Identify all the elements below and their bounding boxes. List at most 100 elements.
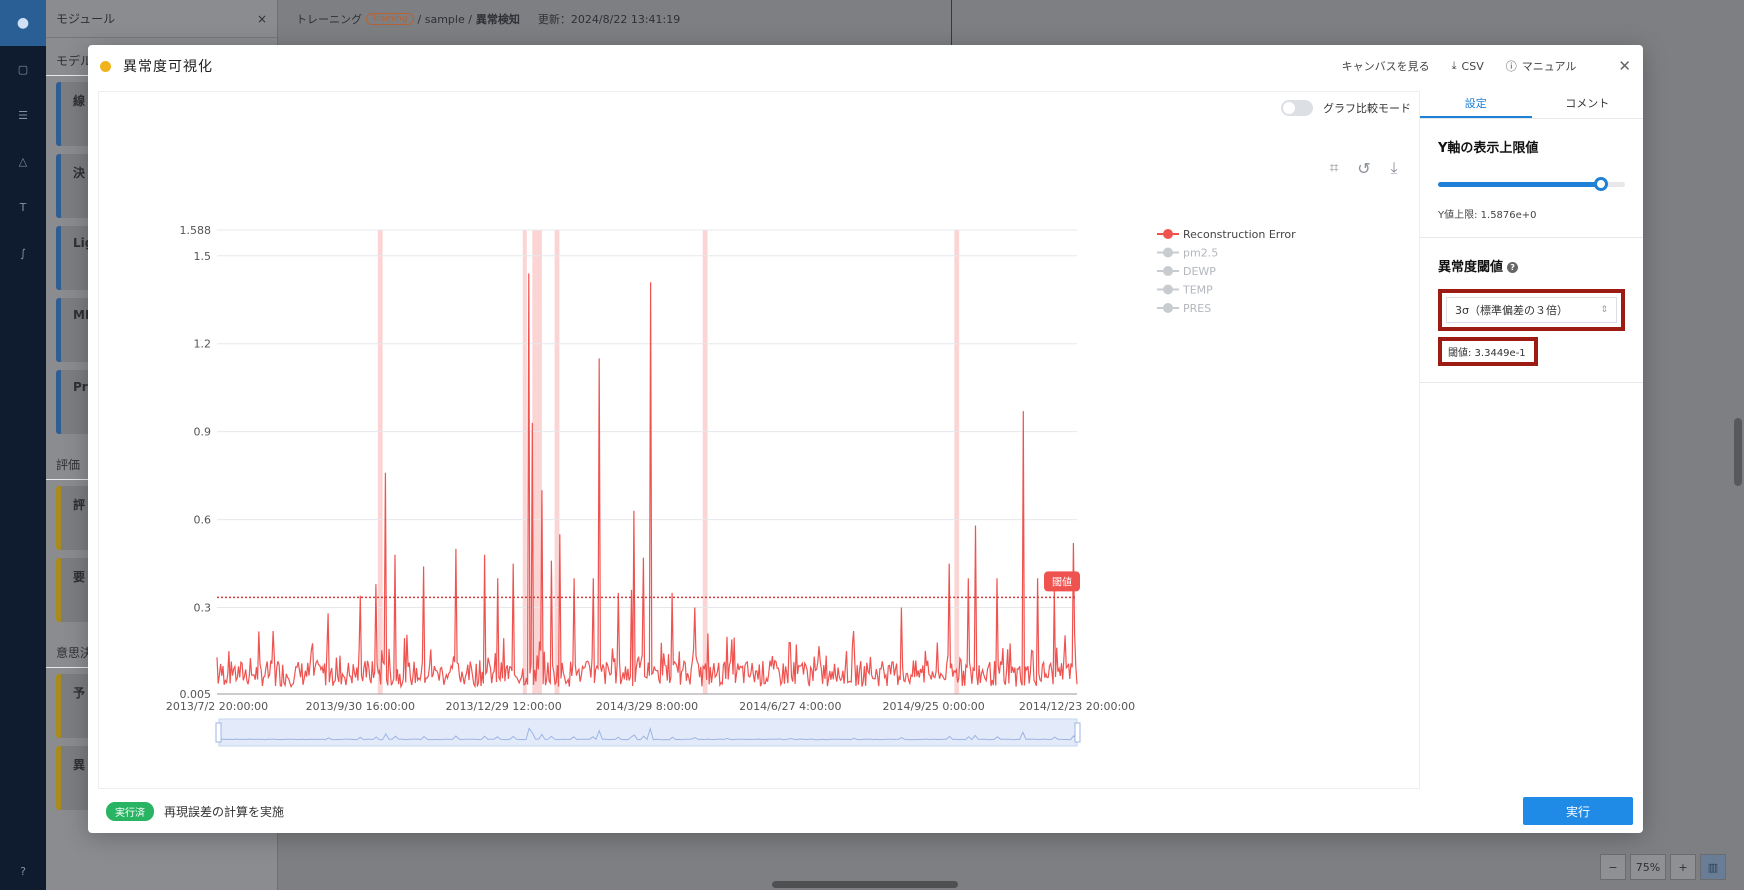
anomaly-visualization-modal: 異常度可視化 キャンバスを見る ⤓ CSV ⓘ マニュアル ✕ 0.005 0.3 0.… — [88, 45, 1643, 833]
threshold-label: 閾値 — [1052, 575, 1072, 588]
legend-marker[interactable] — [1163, 303, 1173, 313]
legend-item[interactable]: pm2.5 — [1183, 247, 1218, 260]
close-icon[interactable]: × — [256, 11, 267, 26]
data-zoom-preview — [216, 726, 1078, 741]
view-canvas-label: キャンバスを見る — [1341, 60, 1430, 73]
legend-item[interactable]: TEMP — [1182, 284, 1213, 297]
y-tick-label: 1.2 — [194, 338, 212, 351]
slider-handle[interactable] — [1593, 177, 1608, 191]
anomaly-band — [532, 230, 542, 694]
threshold-label-bg — [1044, 571, 1080, 592]
anomaly-band — [522, 230, 527, 694]
minimap-icon[interactable]: ▥ — [1700, 854, 1726, 880]
ylimit-slider[interactable] — [1438, 176, 1625, 192]
zoom-reset-icon[interactable]: ↺ — [1357, 158, 1371, 178]
series-line-reconstruction-error[interactable] — [216, 273, 1078, 689]
x-tick-label: 2013/9/30 16:00:00 — [306, 700, 415, 713]
y-tick-label: 0.3 — [194, 602, 212, 615]
manual-button[interactable]: ⓘ マニュアル — [1506, 58, 1577, 74]
status-badge: 実行済 — [106, 801, 154, 821]
help-icon[interactable]: ? — [1507, 262, 1519, 273]
modal-footer: 実行済 再現誤差の計算を実施 実行 — [88, 789, 1643, 833]
status-text: 再現誤差の計算を実施 — [164, 804, 285, 819]
data-zoom-handle-left[interactable] — [215, 722, 222, 743]
x-tick-label: 2013/12/29 12:00:00 — [446, 700, 562, 713]
legend-marker[interactable] — [1163, 266, 1173, 276]
ylimit-title: Y軸の表示上限値 — [1438, 141, 1539, 156]
zoom-controls: − 75% + ▥ — [1600, 854, 1726, 880]
x-tick-label: 2014/6/27 4:00:00 — [739, 700, 841, 713]
save-image-icon[interactable]: ⤓ — [1390, 158, 1398, 177]
x-tick-label: 2014/12/23 20:00:00 — [1019, 700, 1135, 713]
x-tick-label: 2014/9/25 0:00:00 — [883, 700, 985, 713]
modal-header: 異常度可視化 キャンバスを見る ⤓ CSV ⓘ マニュアル ✕ — [88, 45, 1643, 87]
legend-item[interactable]: PRES — [1183, 302, 1211, 315]
vertical-scrollbar[interactable] — [1734, 418, 1742, 486]
anomaly-band — [954, 230, 960, 694]
tab-settings[interactable]: 設定 — [1420, 91, 1532, 118]
updated-timestamp: 更新：2024/8/22 13:41:19 — [537, 13, 681, 26]
legend-marker[interactable] — [1163, 229, 1173, 239]
threshold-select-value: 3σ（標準偏差の３倍） — [1455, 304, 1568, 317]
file-icon[interactable]: ▢ — [17, 62, 29, 76]
y-tick-label: 1.5 — [194, 250, 212, 263]
reconstruction-error-chart[interactable]: 0.005 0.3 0.6 0.9 1.2 1.5 1.588 2013/7/2 20:00:… — [99, 92, 1421, 790]
formula-icon[interactable]: ∫ — [20, 246, 26, 260]
training-badge: Training — [366, 13, 414, 25]
data-zoom-handle-right[interactable] — [1074, 722, 1081, 743]
manual-label: マニュアル — [1521, 60, 1577, 73]
threshold-select[interactable]: 3σ（標準偏差の３倍） ⇕ — [1446, 297, 1617, 323]
database-icon[interactable]: ☰ — [18, 108, 28, 122]
threshold-title: 異常度閾値 — [1438, 260, 1504, 275]
module-sidebar-header: モジュール × — [46, 0, 277, 38]
zoom-level: 75% — [1630, 854, 1666, 880]
legend-item[interactable]: DEWP — [1183, 265, 1216, 278]
zoom-in-button[interactable]: + — [1670, 854, 1696, 880]
close-icon[interactable]: ✕ — [1618, 57, 1631, 75]
status-dot — [100, 60, 111, 72]
anomaly-band — [554, 230, 560, 694]
y-tick-label: 1.588 — [180, 224, 212, 237]
breadcrumb: トレーニング Training / sample / 異常検知 更新：2024/… — [278, 0, 1744, 38]
legend-item[interactable]: Reconstruction Error — [1183, 228, 1296, 241]
anomaly-band — [702, 230, 708, 694]
threshold-select-highlight: 3σ（標準偏差の３倍） ⇕ — [1438, 289, 1625, 331]
compare-mode-label: グラフ比較モード — [1323, 102, 1411, 115]
run-button[interactable]: 実行 — [1523, 797, 1633, 825]
csv-label: CSV — [1461, 59, 1484, 73]
text-icon[interactable]: T — [19, 200, 27, 214]
data-zoom-track[interactable] — [218, 718, 1078, 747]
compare-mode-toggle[interactable] — [1281, 100, 1313, 116]
ylimit-value: Y値上限: 1.5876e+0 — [1438, 210, 1537, 221]
legend-marker[interactable] — [1163, 284, 1173, 295]
breadcrumb-sample[interactable]: / sample / — [417, 12, 472, 26]
threshold-section: 異常度閾値? 3σ（標準偏差の３倍） ⇕ 閾値: 3.3449e-1 — [1420, 238, 1643, 383]
y-tick-label: 0.005 — [180, 688, 212, 701]
select-arrows-icon: ⇕ — [1600, 305, 1608, 315]
csv-button[interactable]: ⤓ CSV — [1452, 59, 1484, 73]
ylimit-section: Y軸の表示上限値 Y値上限: 1.5876e+0 — [1420, 119, 1643, 238]
zoom-out-button[interactable]: − — [1600, 854, 1626, 880]
x-tick-label: 2014/3/29 8:00:00 — [596, 700, 698, 713]
anomaly-band — [377, 230, 383, 694]
flask-icon[interactable]: △ — [18, 154, 28, 168]
threshold-title-wrap: 異常度閾値? — [1438, 256, 1625, 275]
settings-panel: 設定 コメント Y軸の表示上限値 Y値上限: 1.5876e+0 異常度閾値? … — [1420, 91, 1643, 789]
module-sidebar-title: モジュール — [56, 12, 116, 26]
app-logo-icon: ● — [0, 0, 46, 46]
chart-toolbox: ⌗ ↺ ⤓ — [1324, 158, 1404, 178]
view-canvas-button[interactable]: キャンバスを見る — [1342, 58, 1430, 74]
breadcrumb-training[interactable]: トレーニング — [296, 13, 362, 26]
y-tick-label: 0.9 — [194, 426, 212, 439]
canvas-connector — [951, 0, 952, 45]
tab-comment[interactable]: コメント — [1565, 97, 1610, 110]
threshold-value: 閾値: 3.3449e-1 — [1438, 337, 1538, 366]
horizontal-scrollbar[interactable] — [772, 881, 958, 888]
zoom-select-icon[interactable]: ⌗ — [1329, 158, 1339, 177]
app-rail: ● ▢ ☰ △ T ∫ ? — [0, 0, 46, 890]
chart-area: 0.005 0.3 0.6 0.9 1.2 1.5 1.588 2013/7/2 20:00:… — [98, 91, 1420, 789]
help-icon[interactable]: ? — [20, 865, 26, 878]
y-tick-label: 0.6 — [194, 514, 212, 527]
legend-marker[interactable] — [1163, 247, 1173, 258]
download-icon: ⤓ — [1451, 59, 1457, 72]
